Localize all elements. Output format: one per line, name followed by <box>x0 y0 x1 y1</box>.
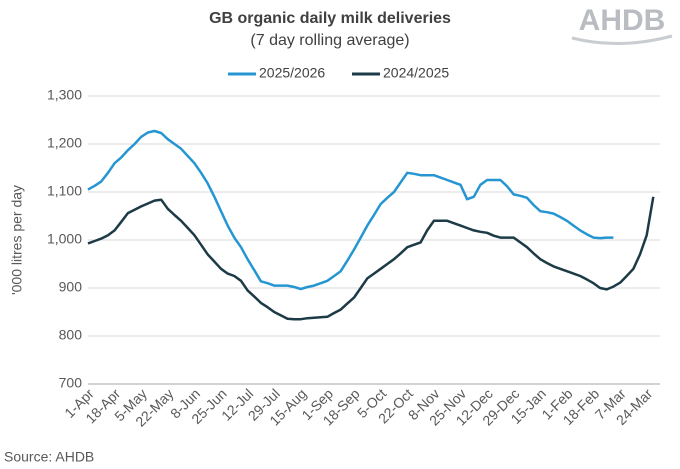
y-tick-label: 900 <box>59 279 83 295</box>
legend-label: 2024/2025 <box>383 65 449 81</box>
legend-label: 2025/2026 <box>259 65 325 81</box>
y-tick-label: 1,200 <box>47 135 82 151</box>
y-tick-label: 1,000 <box>47 231 82 247</box>
y-tick-label: 1,300 <box>47 87 82 103</box>
y-axis-label: '000 litres per day <box>9 185 25 295</box>
chart-title: GB organic daily milk deliveries <box>209 10 451 27</box>
source: Source: AHDB <box>4 449 94 465</box>
series-line <box>87 129 614 291</box>
y-tick-label: 800 <box>59 327 83 343</box>
series-line <box>87 196 655 321</box>
y-tick-label: 1,100 <box>47 183 82 199</box>
y-tick-label: 700 <box>59 375 83 391</box>
chart-subtitle: (7 day rolling average) <box>250 32 409 49</box>
logo-swoosh <box>571 34 673 46</box>
logo: AHDB <box>579 4 666 37</box>
